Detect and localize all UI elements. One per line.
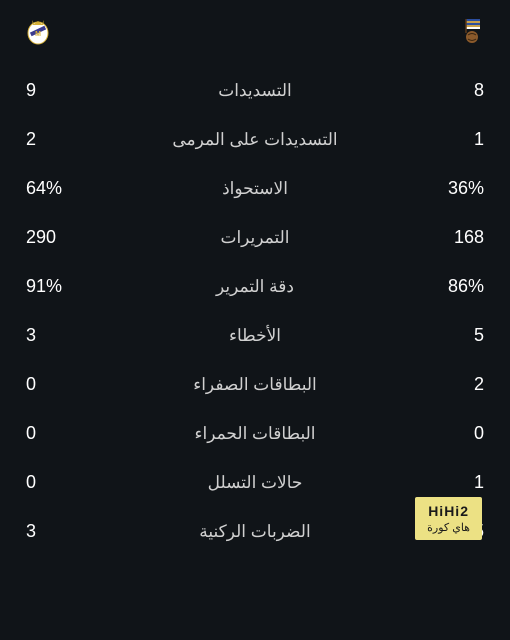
stat-row: 3 الأخطاء 5 [0, 311, 510, 360]
stat-row: 64% الاستحواذ 36% [0, 164, 510, 213]
stat-label: التمريرات [86, 228, 424, 248]
stat-label: التسديدات [86, 81, 424, 101]
stat-right-value: 2 [424, 374, 484, 395]
watermark-title: HiHi2 [427, 503, 470, 519]
stat-label: حالات التسلل [86, 473, 424, 493]
stat-label: الضربات الركنية [86, 522, 424, 542]
stat-left-value: 0 [26, 423, 86, 444]
stat-right-value: 1 [424, 129, 484, 150]
stats-table: 9 التسديدات 8 2 التسديدات على المرمى 1 6… [0, 62, 510, 560]
stat-label: الاستحواذ [86, 179, 424, 199]
stat-left-value: 91% [26, 276, 86, 297]
stat-row: 0 البطاقات الصفراء 2 [0, 360, 510, 409]
stat-right-value: 86% [424, 276, 484, 297]
stat-label: الأخطاء [86, 326, 424, 346]
stat-right-value: 8 [424, 80, 484, 101]
stat-label: البطاقات الحمراء [86, 424, 424, 444]
stat-left-value: 2 [26, 129, 86, 150]
stat-left-value: 3 [26, 325, 86, 346]
stat-left-value: 64% [26, 178, 86, 199]
watermark-subtitle: هاي كورة [427, 521, 470, 534]
teams-header: M [0, 0, 510, 62]
stat-left-value: 9 [26, 80, 86, 101]
stat-label: التسديدات على المرمى [86, 130, 424, 150]
stat-row: 2 التسديدات على المرمى 1 [0, 115, 510, 164]
stat-right-value: 0 [424, 423, 484, 444]
stat-left-value: 290 [26, 227, 86, 248]
svg-text:M: M [35, 31, 41, 38]
team-right-logo [458, 17, 486, 45]
stat-row: 290 التمريرات 168 [0, 213, 510, 262]
stat-left-value: 3 [26, 521, 86, 542]
stat-row: 9 التسديدات 8 [0, 66, 510, 115]
stat-row: 0 البطاقات الحمراء 0 [0, 409, 510, 458]
stat-label: البطاقات الصفراء [86, 375, 424, 395]
stat-right-value: 1 [424, 472, 484, 493]
stat-right-value: 5 [424, 325, 484, 346]
team-left-logo: M [24, 17, 52, 45]
stat-row: 91% دقة التمرير 86% [0, 262, 510, 311]
stat-right-value: 36% [424, 178, 484, 199]
watermark-badge: HiHi2 هاي كورة [415, 497, 482, 540]
stat-left-value: 0 [26, 374, 86, 395]
stat-left-value: 0 [26, 472, 86, 493]
stat-label: دقة التمرير [86, 277, 424, 297]
stat-right-value: 168 [424, 227, 484, 248]
